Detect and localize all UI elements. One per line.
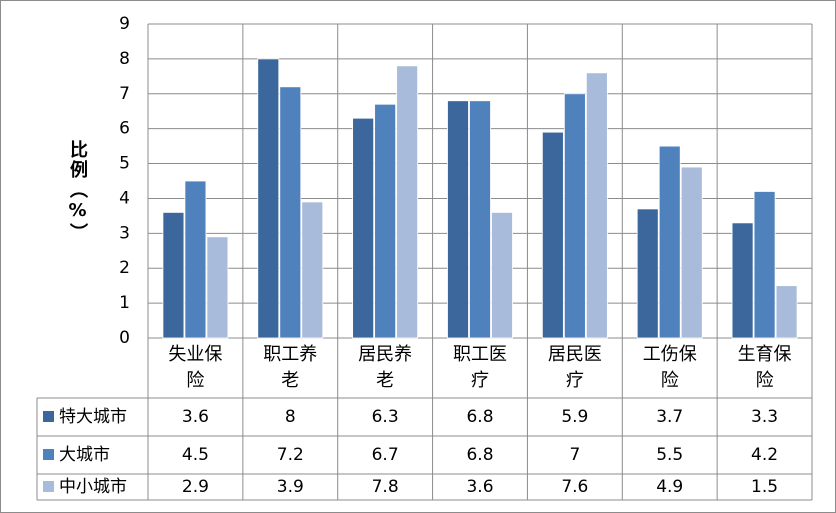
bar [352,117,375,339]
table-cell: 5.9 [561,407,588,427]
legend-label: 大城市 [59,445,110,465]
table-cell: 4.5 [182,445,209,465]
table-cell: 4.2 [751,445,778,465]
x-tick-label: 职工医疗 [453,344,507,391]
x-tick-label: 职工养老 [263,344,318,391]
legend-key [43,449,54,460]
x-tick-label: 居民养老 [358,344,413,391]
table-cell: 4.9 [656,477,683,497]
table-cell: 7.8 [372,477,399,497]
table-cell: 3.6 [466,477,493,497]
table-cell: 3.9 [277,477,304,497]
bar [585,72,608,339]
legend-key [43,411,54,422]
bar [731,222,754,339]
y-tick-label: 7 [119,84,130,104]
table-cell: 7.2 [277,445,304,465]
bar [257,58,280,339]
table-cell: 2.9 [182,477,209,497]
table-cell: 6.8 [466,407,493,427]
bar [563,93,586,339]
y-tick-label: 6 [119,119,130,139]
bar [469,100,491,339]
y-tick-label: 1 [119,293,130,313]
y-tick-label: 0 [119,328,130,348]
bar [447,100,469,339]
y-axis-label: 比例（%） [67,140,88,243]
y-tick-label: 8 [119,49,130,69]
bar [184,180,207,339]
table-cell: 8 [285,407,296,427]
bar [753,191,776,339]
bar [680,166,703,339]
table-cell: 3.6 [182,407,209,427]
table-cell: 5.5 [656,445,683,465]
x-tick-label: 居民医疗 [547,344,602,391]
bar [374,103,397,339]
bar [636,208,659,339]
table-cell: 3.7 [656,407,683,427]
bar [491,211,513,339]
table-cell: 3.3 [751,407,778,427]
table-cell: 1.5 [751,477,778,497]
bar [162,211,185,339]
bar [206,236,229,339]
bar [541,131,564,339]
legend-key [43,481,54,492]
bar [279,86,302,339]
table-cell: 7 [569,445,580,465]
x-tick-label: 工伤保险 [642,344,697,391]
x-tick-label: 失业保险 [168,344,223,391]
table-cell: 6.8 [466,445,493,465]
legend-label: 中小城市 [59,477,127,497]
bar [396,65,419,339]
y-tick-label: 5 [119,154,130,174]
y-tick-label: 2 [119,258,130,278]
x-tick-label: 生育保险 [737,344,792,391]
bar [775,285,798,339]
legend-label: 特大城市 [59,407,127,427]
table-cell: 7.6 [561,477,588,497]
y-tick-label: 9 [119,14,130,34]
y-tick-label: 4 [119,188,130,208]
y-tick-label: 3 [119,223,130,243]
bar [301,201,324,339]
table-cell: 6.7 [372,445,399,465]
table-cell: 6.3 [372,407,399,427]
bar [658,145,681,339]
